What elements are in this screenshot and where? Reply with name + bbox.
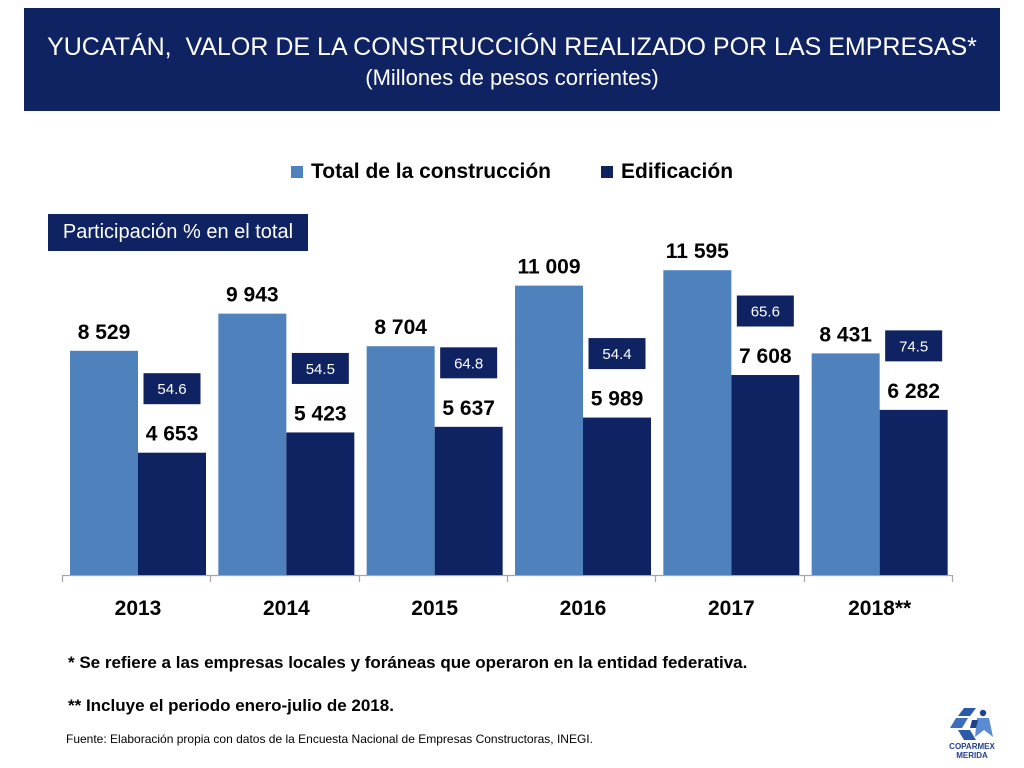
category-label-2018: 2018** bbox=[848, 597, 912, 620]
legend-swatch-edificacion bbox=[601, 166, 613, 178]
bar-total-2017 bbox=[663, 270, 732, 575]
bar-edificacion-2014 bbox=[286, 432, 355, 575]
data-label-total-2015: 8 704 bbox=[374, 316, 427, 339]
share-box-2017 bbox=[736, 295, 794, 327]
category-label-2014: 2014 bbox=[263, 597, 310, 620]
bar-total-2016 bbox=[515, 285, 583, 575]
legend-label-edificacion: Edificación bbox=[621, 160, 734, 183]
category-label-2016: 2016 bbox=[560, 597, 607, 620]
share-value-2015: 64.8 bbox=[454, 355, 483, 372]
category-label-2013: 2013 bbox=[115, 597, 162, 620]
logo-text-merida: MERIDA bbox=[956, 751, 988, 760]
data-label-total-2013: 8 529 bbox=[78, 321, 131, 344]
data-label-total-2016: 11 009 bbox=[517, 256, 580, 279]
data-label-edificacion-2014: 5 423 bbox=[294, 402, 347, 425]
bar-edificacion-2016 bbox=[583, 417, 651, 575]
data-label-total-2014: 9 943 bbox=[226, 284, 279, 307]
bar-total-2013 bbox=[70, 350, 138, 575]
share-value-2013: 54.6 bbox=[157, 381, 186, 398]
chart-title: YUCATÁN, VALOR DE LA CONSTRUCCIÓN REALIZ… bbox=[47, 33, 977, 61]
title-banner: YUCATÁN, VALOR DE LA CONSTRUCCIÓN REALIZ… bbox=[24, 8, 1000, 111]
coparmex-merida-logo: COPARMEX MERIDA bbox=[942, 706, 1002, 764]
bar-edificacion-2018 bbox=[879, 409, 948, 575]
share-box-2016 bbox=[588, 338, 646, 370]
legend-swatch-total bbox=[291, 166, 303, 178]
share-box-2013 bbox=[143, 373, 201, 405]
data-label-total-2018: 8 431 bbox=[819, 323, 872, 346]
share-value-2018: 74.5 bbox=[899, 338, 928, 355]
bar-edificacion-2015 bbox=[434, 426, 503, 575]
legend-label-total: Total de la construcción bbox=[311, 160, 551, 183]
coparmex-logo-icon bbox=[950, 708, 993, 740]
category-label-2017: 2017 bbox=[708, 597, 755, 620]
bar-total-2015 bbox=[366, 346, 435, 575]
data-label-edificacion-2016: 5 989 bbox=[591, 388, 644, 411]
bar-total-2014 bbox=[218, 313, 287, 575]
bar-chart: 8 529 4 653 54.6 2013 9 943 5 423 54.5 2014 8 70… bbox=[61, 240, 954, 620]
share-value-2014: 54.5 bbox=[306, 361, 335, 378]
share-box-2014 bbox=[291, 352, 349, 384]
share-label-box: Participación % en el total bbox=[48, 214, 308, 251]
share-box-2015 bbox=[440, 347, 498, 379]
chart-subtitle: (Millones de pesos corrientes) bbox=[365, 65, 659, 90]
logo-text-coparmex: COPARMEX bbox=[949, 742, 995, 751]
data-label-edificacion-2013: 4 653 bbox=[146, 423, 199, 446]
footnote-1: * Se refiere a las empresas locales y fo… bbox=[68, 653, 748, 672]
data-label-total-2017: 11 595 bbox=[666, 240, 729, 263]
data-label-edificacion-2015: 5 637 bbox=[442, 397, 495, 420]
data-label-edificacion-2017: 7 608 bbox=[739, 345, 792, 368]
bar-edificacion-2017 bbox=[731, 375, 800, 575]
data-label-edificacion-2018: 6 282 bbox=[887, 380, 940, 403]
bar-edificacion-2013 bbox=[138, 452, 206, 575]
source-note: Fuente: Elaboración propia con datos de … bbox=[66, 732, 593, 746]
footnote-2: ** Incluye el periodo enero-julio de 201… bbox=[68, 696, 394, 715]
share-value-2017: 65.6 bbox=[751, 304, 780, 321]
category-label-2015: 2015 bbox=[411, 597, 458, 620]
share-box-2018 bbox=[885, 330, 943, 362]
bar-total-2018 bbox=[811, 353, 880, 575]
share-value-2016: 54.4 bbox=[602, 346, 631, 363]
